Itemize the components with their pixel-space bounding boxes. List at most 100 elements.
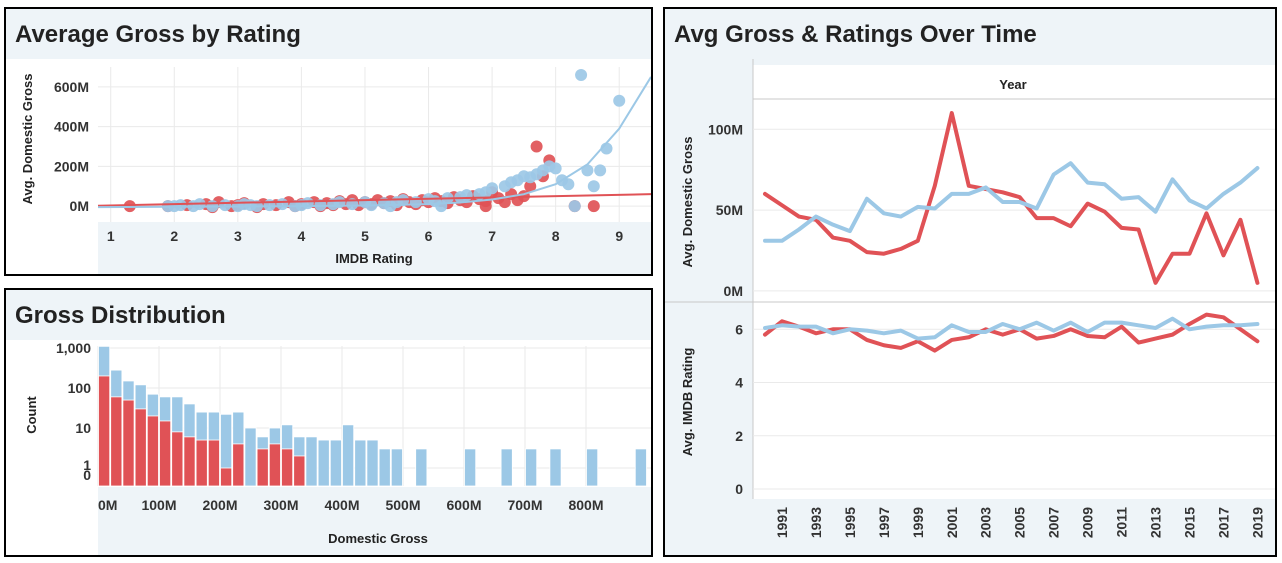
x-tick-label: 6 [425,228,433,244]
y-tick-label: 1,000 [56,340,91,356]
blue-series-line [763,316,1260,341]
blue-data-point [219,199,232,212]
x-tick-label: 2017 [1215,507,1231,538]
red-histogram-bar [256,448,269,487]
red-histogram-bar [220,467,233,487]
x-tick-label: 2001 [944,507,960,538]
y-axis-title: Avg. Domestic Gross [20,73,35,204]
x-tick-label: 1993 [808,507,824,538]
y-tick-label: 400M [54,119,89,135]
timeline-title-band: Avg Gross & Ratings Over Time [665,9,1275,59]
x-tick-label: 1995 [842,507,858,538]
blue-histogram-bar [305,436,318,487]
x-tick-label: 3 [234,228,242,244]
y-tick-label: 10 [75,420,91,436]
blue-histogram-bar [390,448,403,487]
blue-histogram-bar [500,448,513,487]
blue-histogram-bar [244,427,257,487]
y-tick-label: 0 [83,467,91,483]
scatter-chart: 0M 200M 400M 600M 1 2 3 4 5 6 7 8 9 IMDB Rating Avg. D… [20,67,651,274]
blue-series-line [763,161,1260,243]
x-tick-label: 2005 [1012,507,1028,538]
blue-data-point [174,199,187,212]
blue-data-point [276,198,289,211]
blue-data-point [549,162,562,175]
x-tick-label: 100M [141,497,176,513]
red-histogram-bar [122,399,135,487]
y-axis-title: Avg. Domestic Gross [680,136,695,267]
x-tick-label: 9 [615,228,623,244]
histogram-panel: Gross Distribution 1,000 100 10 1 0 0M 100M 200… [4,288,653,557]
x-tick-label: 2003 [978,507,994,538]
red-histogram-bar [232,443,245,487]
x-tick-label: 200M [202,497,237,513]
blue-histogram-bar [549,448,562,487]
x-tick-label: 500M [385,497,420,513]
x-tick-label: 8 [552,228,560,244]
y-tick-label: 200M [54,158,89,174]
scatter-panel: Average Gross by Rating 0M 200M 400M 600M 1 2… [4,7,653,276]
x-tick-label: 7 [488,228,496,244]
blue-histogram-bar [342,424,355,487]
x-tick-label: 2011 [1114,507,1130,538]
red-histogram-bar [134,408,147,487]
x-tick-label: 800M [568,497,603,513]
x-tick-label: 300M [263,497,298,513]
x-tick-label: 1999 [910,507,926,538]
blue-histogram-bar [586,448,599,487]
y-tick-label: 0M [70,198,89,214]
blue-data-point [568,200,581,213]
y-tick-label: 600M [54,79,89,95]
y-axis-title: Count [24,396,39,434]
y-tick-label: 50M [716,202,743,218]
red-histogram-bar [268,443,281,487]
blue-histogram-bar [525,448,538,487]
red-data-point [587,200,600,213]
y-tick-label: 6 [735,321,743,337]
y-tick-label: 2 [735,428,743,444]
blue-histogram-bar [378,448,391,487]
x-axis-band [753,499,1275,555]
blue-data-point [384,200,397,213]
y-tick-label: 4 [735,375,743,391]
x-tick-label: 1991 [774,507,790,538]
timeline-title: Avg Gross & Ratings Over Time [674,21,1037,48]
y-tick-label: 0M [724,283,743,299]
y-axis-band [665,59,753,555]
blue-data-point [613,94,626,107]
x-tick-label: 4 [298,228,306,244]
red-series-line [763,111,1260,285]
blue-data-point [486,182,499,195]
blue-histogram-bar [366,439,379,487]
blue-data-point [562,178,575,191]
y-tick-label: 1 [83,457,91,473]
red-histogram-bar [159,420,172,487]
blue-histogram-bar [634,448,647,487]
histogram-title: Gross Distribution [15,302,226,329]
x-tick-label: 400M [324,497,359,513]
red-histogram-bar [281,448,294,487]
x-tick-label: 5 [361,228,369,244]
x-axis-header: Year [999,77,1026,92]
x-tick-label: 2007 [1046,507,1062,538]
blue-data-point [435,200,448,213]
top-band [753,59,1275,65]
y-tick-label: 100 [68,380,92,396]
red-histogram-bar [110,396,123,487]
x-axis-band [98,487,651,555]
x-tick-label: 2019 [1249,507,1265,538]
red-histogram-bar [171,431,184,487]
blue-data-point [587,180,600,193]
timeline-panel: Avg Gross & Ratings Over Time Year 0M 50M 1… [663,7,1277,557]
red-trend-line [97,193,651,207]
blue-data-point [594,164,607,177]
blue-histogram-bar [354,439,367,487]
blue-data-point [301,197,314,210]
x-tick-label: 1 [107,228,115,244]
y-tick-label: 0 [735,481,743,497]
x-tick-label: 2 [170,228,178,244]
blue-histogram-bar [464,448,477,487]
red-histogram-bar [207,439,220,487]
blue-data-point [575,68,588,81]
